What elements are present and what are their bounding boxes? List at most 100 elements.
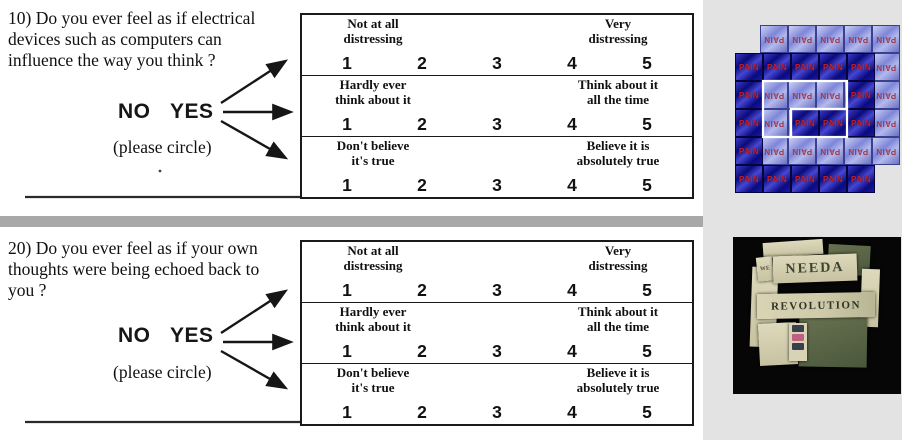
- pain-tile-hole: [791, 81, 819, 109]
- q20-conviction-scale-row: Don't believe it's true Believe it is abso…: [302, 363, 692, 424]
- pain-tile-inverted: PAIN: [872, 109, 900, 137]
- question-20-line-2: thoughts were being echoed back to: [8, 259, 260, 279]
- rating-4[interactable]: 4: [567, 341, 577, 361]
- pain-tile-inverted: PAIN: [760, 137, 788, 165]
- collage-piece-we: WE: [755, 256, 775, 282]
- scale-right-anchor: Believe it is absolutely true: [576, 138, 660, 168]
- pain-tile: PAIN: [735, 109, 763, 137]
- pain-tile-hole: [847, 137, 875, 165]
- rating-2[interactable]: 2: [417, 175, 427, 195]
- scale-numbers: 1 2 3 4 5: [302, 280, 692, 301]
- q20-rating-table: Not at all distressing Very distressing 1 …: [300, 240, 694, 426]
- rating-4[interactable]: 4: [567, 114, 577, 134]
- q10-rating-table: Not at all distressing Very distressing 1 …: [300, 13, 694, 199]
- pain-tile-inverted: PAIN: [844, 137, 872, 165]
- scale-numbers: 1 2 3 4 5: [302, 341, 692, 362]
- money-word-needa: NEEDA: [785, 259, 845, 277]
- pain-tile: PAIN: [791, 53, 819, 81]
- rating-4[interactable]: 4: [567, 53, 577, 73]
- scale-numbers: 1 2 3 4 5: [302, 53, 692, 74]
- rating-1[interactable]: 1: [342, 114, 352, 134]
- questionnaire-page: 10) Do you ever feel as if electrical de…: [0, 0, 703, 440]
- question-10-line-3: influence the way you think ?: [8, 50, 216, 70]
- q20-distress-scale-row: Not at all distressing Very distressing 1 …: [302, 242, 692, 302]
- rating-3[interactable]: 3: [492, 402, 502, 422]
- collage-piece-needa: NEEDA: [772, 253, 858, 284]
- pain-tile: PAIN: [791, 165, 819, 193]
- rating-1[interactable]: 1: [342, 280, 352, 300]
- rating-4[interactable]: 4: [567, 402, 577, 422]
- rating-2[interactable]: 2: [417, 53, 427, 73]
- rating-3[interactable]: 3: [492, 341, 502, 361]
- question-10-line-2: devices such as computers can: [8, 29, 222, 49]
- question-10-text: 10) Do you ever feel as if electrical de…: [8, 8, 300, 71]
- pain-tile: PAIN: [735, 137, 763, 165]
- pain-tile-inverted: PAIN: [816, 25, 844, 53]
- scale-left-anchor: Don't believe it's true: [336, 365, 410, 395]
- money-word-revolution: REVOLUTION: [770, 298, 862, 313]
- scale-numbers: 1 2 3 4 5: [302, 402, 692, 423]
- q20-yes-option[interactable]: YES: [170, 324, 214, 347]
- pain-tile-inverted: PAIN: [872, 25, 900, 53]
- collage-piece-revolution: REVOLUTION: [756, 291, 876, 320]
- pain-tile-hole: [763, 137, 791, 165]
- scale-left-anchor: Not at all distressing: [343, 16, 403, 46]
- pain-tile: PAIN: [819, 165, 847, 193]
- section-divider: [0, 216, 703, 227]
- q10-yes-option[interactable]: YES: [170, 100, 214, 123]
- rating-5[interactable]: 5: [642, 175, 652, 195]
- pain-tile-inverted: PAIN: [788, 25, 816, 53]
- rating-4[interactable]: 4: [567, 280, 577, 300]
- money-word-we: WE: [759, 265, 771, 273]
- scale-right-anchor: Believe it is absolutely true: [576, 365, 660, 395]
- rating-1[interactable]: 1: [342, 53, 352, 73]
- pain-front-grid: PAIN PAIN PAIN PAIN PAIN PAIN PAIN PAIN PAIN PAIN…: [735, 53, 875, 193]
- collage-stamp-letters: [789, 323, 807, 361]
- rating-2[interactable]: 2: [417, 402, 427, 422]
- rating-2[interactable]: 2: [417, 280, 427, 300]
- pain-tile-inverted: PAIN: [844, 25, 872, 53]
- pain-tile-hole: [763, 81, 791, 109]
- rating-1[interactable]: 1: [342, 402, 352, 422]
- rating-5[interactable]: 5: [642, 53, 652, 73]
- pain-tile: PAIN: [735, 165, 763, 193]
- rating-3[interactable]: 3: [492, 175, 502, 195]
- q10-distress-scale-row: Not at all distressing Very distressing 1 …: [302, 15, 692, 75]
- scale-right-anchor: Think about it all the time: [577, 304, 659, 334]
- pain-tile: PAIN: [763, 165, 791, 193]
- q20-preoccupation-scale-row: Hardly ever think about it Think about it…: [302, 302, 692, 363]
- rating-5[interactable]: 5: [642, 402, 652, 422]
- pain-tile-inverted: PAIN: [788, 137, 816, 165]
- rating-3[interactable]: 3: [492, 53, 502, 73]
- pain-tile-hole: [791, 137, 819, 165]
- scale-numbers: 1 2 3 4 5: [302, 175, 692, 196]
- rating-5[interactable]: 5: [642, 341, 652, 361]
- rating-3[interactable]: 3: [492, 114, 502, 134]
- q10-no-option[interactable]: NO: [118, 100, 151, 123]
- rating-3[interactable]: 3: [492, 280, 502, 300]
- scale-right-anchor: Think about it all the time: [577, 77, 659, 107]
- rating-4[interactable]: 4: [567, 175, 577, 195]
- pain-tile-inverted: PAIN: [872, 81, 900, 109]
- rating-1[interactable]: 1: [342, 341, 352, 361]
- q10-preoccupation-scale-row: Hardly ever think about it Think about it…: [302, 75, 692, 136]
- rating-1[interactable]: 1: [342, 175, 352, 195]
- pain-tile: PAIN: [763, 53, 791, 81]
- rating-5[interactable]: 5: [642, 114, 652, 134]
- rating-2[interactable]: 2: [417, 341, 427, 361]
- pain-tile: PAIN: [847, 81, 875, 109]
- rating-5[interactable]: 5: [642, 280, 652, 300]
- question-20-text: 20) Do you ever feel as if your own thou…: [8, 238, 300, 301]
- collage-piece: [798, 316, 868, 368]
- rating-2[interactable]: 2: [417, 114, 427, 134]
- scale-left-anchor: Hardly ever think about it: [335, 304, 411, 334]
- q20-no-option[interactable]: NO: [118, 324, 151, 347]
- scale-right-anchor: Very distressing: [588, 243, 648, 273]
- question-20-line-1: 20) Do you ever feel as if your own: [8, 238, 258, 258]
- scale-right-anchor: Very distressing: [588, 16, 648, 46]
- scale-left-anchor: Not at all distressing: [343, 243, 403, 273]
- q20-circle-hint: (please circle): [113, 362, 212, 382]
- scale-left-anchor: Don't believe it's true: [336, 138, 410, 168]
- pain-tile: PAIN: [847, 53, 875, 81]
